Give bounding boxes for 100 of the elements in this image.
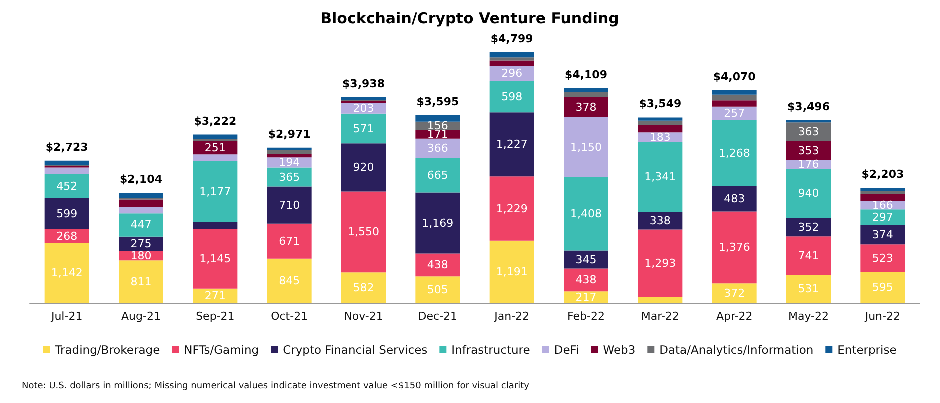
- legend-label: DeFi: [554, 343, 580, 357]
- bar: [342, 192, 386, 273]
- data-label: 363: [798, 126, 820, 139]
- bar: [564, 117, 608, 178]
- bar: [786, 218, 831, 237]
- bar: [342, 114, 386, 144]
- bar: [416, 276, 460, 303]
- data-label: 505: [427, 283, 448, 296]
- bar: [712, 100, 757, 107]
- bar: [416, 115, 460, 122]
- bar: [860, 225, 906, 245]
- bar: [490, 81, 534, 113]
- bar: [564, 88, 608, 92]
- data-label: 1,550: [348, 226, 380, 239]
- data-label: 452: [56, 180, 78, 193]
- bar: [712, 94, 757, 101]
- data-label: 1,408: [570, 208, 602, 221]
- data-label: 176: [798, 158, 820, 172]
- bar: [119, 260, 164, 303]
- bar: [342, 144, 386, 192]
- data-label: 571: [353, 122, 374, 136]
- total-label: $3,222: [194, 114, 237, 128]
- bar: [712, 90, 757, 95]
- bar: [638, 142, 683, 212]
- total-label: $4,109: [565, 68, 608, 82]
- bar: [564, 292, 608, 303]
- x-tick-label: Jul-21: [50, 310, 83, 323]
- data-label: 1,293: [644, 257, 676, 270]
- bar: [490, 60, 534, 66]
- bar: [712, 186, 757, 212]
- x-tick-label: Jan-22: [494, 310, 530, 323]
- data-label: 217: [576, 290, 597, 304]
- data-label: 251: [204, 142, 226, 155]
- data-label: 203: [353, 102, 374, 116]
- bar: [564, 268, 608, 292]
- data-label: 671: [279, 234, 300, 248]
- data-label: 665: [427, 168, 448, 182]
- bar: [44, 174, 90, 198]
- bar: [490, 176, 534, 241]
- data-label: 811: [130, 275, 152, 288]
- data-label: 183: [650, 130, 671, 144]
- bar: [638, 125, 683, 133]
- bar: [786, 122, 831, 142]
- bar: [490, 52, 534, 58]
- bar: [786, 275, 831, 303]
- bar: [564, 250, 608, 269]
- bar: [786, 142, 831, 160]
- bar: [267, 154, 312, 158]
- data-label: 1,142: [51, 266, 83, 280]
- legend-label: Enterprise: [838, 343, 897, 357]
- data-label: 1,145: [200, 252, 232, 266]
- bar: [44, 198, 90, 230]
- total-label: $3,938: [342, 77, 385, 90]
- bar: [193, 222, 238, 230]
- total-label: $3,549: [639, 98, 682, 111]
- data-label: 372: [724, 286, 746, 300]
- bar: [564, 98, 608, 118]
- data-label: 268: [56, 230, 78, 243]
- bar: [490, 240, 534, 303]
- data-label: 271: [204, 289, 226, 302]
- bar: [44, 243, 90, 303]
- bar: [490, 58, 534, 61]
- data-label: 582: [353, 281, 374, 294]
- data-label: 1,229: [496, 202, 528, 216]
- bar: [860, 244, 906, 272]
- bar: [416, 192, 460, 254]
- bar: [267, 150, 312, 154]
- data-label: 296: [502, 67, 523, 80]
- data-label: 531: [798, 282, 820, 296]
- total-label: $2,723: [46, 140, 88, 154]
- data-label: 940: [798, 187, 820, 200]
- bar: [860, 272, 906, 303]
- total-label: $4,070: [713, 70, 756, 84]
- bar: [638, 118, 683, 121]
- bar: [786, 169, 831, 218]
- bar: [786, 236, 831, 276]
- total-label: $2,104: [120, 173, 163, 186]
- bar: [44, 160, 90, 166]
- data-label: 1,177: [200, 185, 232, 198]
- data-label: 595: [872, 280, 894, 294]
- total-label: $3,595: [416, 95, 460, 108]
- bar: [638, 230, 683, 298]
- data-label: 374: [872, 228, 894, 242]
- data-label: 447: [130, 218, 152, 232]
- x-tick-label: Mar-22: [641, 310, 680, 323]
- bar: [342, 272, 386, 303]
- bar: [267, 224, 312, 259]
- data-label: 365: [279, 170, 300, 184]
- bar: [712, 212, 757, 284]
- data-label: 710: [279, 198, 300, 212]
- bar: [119, 193, 164, 198]
- data-label: 1,169: [422, 216, 454, 230]
- bar: [267, 168, 312, 187]
- data-label: 297: [872, 210, 894, 224]
- data-label: 1,341: [644, 170, 676, 184]
- x-tick-label: Aug-21: [122, 310, 161, 323]
- legend-label: Trading/Brokerage: [54, 343, 160, 357]
- bar: [860, 194, 906, 201]
- bar: [193, 229, 238, 289]
- data-label: 920: [353, 161, 374, 174]
